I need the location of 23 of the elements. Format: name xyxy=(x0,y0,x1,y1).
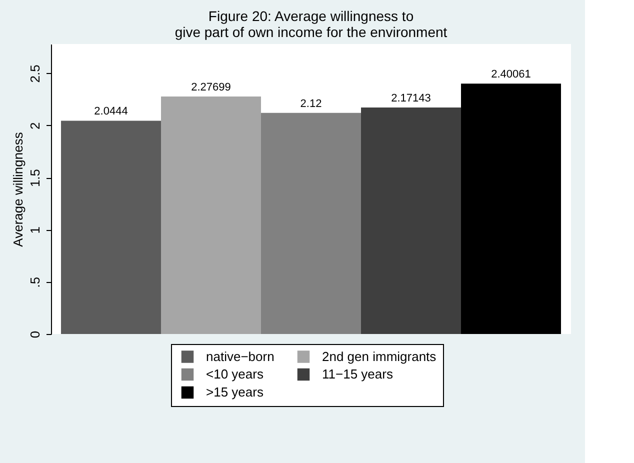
y-tick-label: .5 xyxy=(28,276,42,288)
bar xyxy=(61,120,161,334)
data-label: 2.12 xyxy=(300,98,322,110)
y-tick-label: 1 xyxy=(28,226,42,234)
bar xyxy=(261,112,361,334)
y-tick-label: 2 xyxy=(28,122,42,130)
y-tick-label: 0 xyxy=(28,330,42,338)
data-label: 2.40061 xyxy=(491,68,531,81)
legend-label: 11−15 years xyxy=(322,366,394,382)
bar xyxy=(361,107,461,334)
y-axis-title: Average willingness xyxy=(10,132,26,247)
data-label: 2.17143 xyxy=(391,92,431,104)
bar xyxy=(461,84,561,334)
bar xyxy=(161,96,261,334)
legend-label: <10 years xyxy=(206,366,264,382)
data-label: 2.27699 xyxy=(191,81,231,94)
legend-label: >15 years xyxy=(206,384,264,400)
data-label: 2.0444 xyxy=(94,106,128,118)
chart-title: Figure 20: Average willingness to give part of own income for the environment xyxy=(174,8,448,40)
legend-label: native−born xyxy=(206,348,274,364)
y-tick-label: 1.5 xyxy=(28,168,42,188)
legend-label: 2nd gen immigrants xyxy=(322,348,437,364)
y-tick-label: 2.5 xyxy=(28,64,42,83)
